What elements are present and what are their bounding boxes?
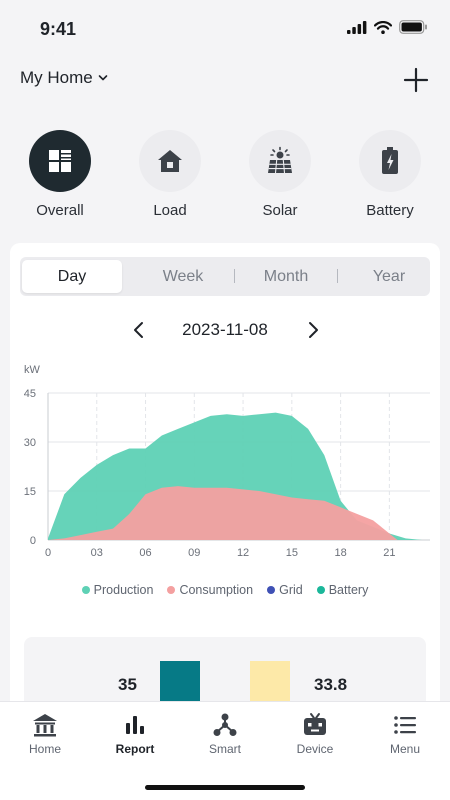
tab-home[interactable]: Home: [5, 712, 85, 756]
wifi-icon: [374, 20, 392, 34]
x-tick-label: 18: [334, 547, 346, 559]
category-label: Battery: [366, 202, 414, 219]
tab-label: Report: [115, 742, 155, 756]
tab-day[interactable]: Day: [22, 260, 122, 293]
x-tick-label: 15: [286, 547, 298, 559]
summary-right-value: 33.8: [314, 675, 348, 694]
category-overall[interactable]: Overall: [10, 130, 110, 219]
house-icon: [158, 150, 182, 172]
x-tick-label: 0: [45, 547, 51, 559]
date-label: 2023-11-08: [182, 320, 268, 339]
x-tick-label: 21: [383, 547, 395, 559]
category-label: Load: [153, 202, 187, 219]
category-label: Solar: [262, 202, 298, 219]
divider: [234, 269, 235, 283]
y-tick-label: 15: [24, 486, 36, 498]
legend-dot: [316, 586, 325, 594]
period-selector: Day Week Month Year: [20, 257, 430, 296]
home-icon: [33, 714, 57, 737]
legend-item-consumption[interactable]: Consumption: [167, 583, 253, 597]
add-button[interactable]: [402, 66, 430, 94]
legend-dot: [81, 586, 90, 594]
report-card: Day Week Month Year 2023-11-08 kW 0 15 30 45…: [10, 243, 440, 717]
tab-month[interactable]: Month: [263, 268, 309, 285]
date-navigator: 2023-11-08: [10, 317, 440, 343]
summary-left-value: 35: [118, 675, 137, 694]
tab-label: Device: [296, 742, 334, 756]
x-tick-label: 12: [237, 547, 249, 559]
category-solar[interactable]: Solar: [230, 130, 330, 219]
tab-label: Smart: [208, 742, 241, 756]
tab-report[interactable]: Report: [95, 712, 175, 756]
tab-device[interactable]: Device: [275, 712, 355, 756]
energy-chart: kW 0 15 30 45 0 03 06 09 12 15 18 21: [24, 364, 430, 559]
y-tick-label: 45: [24, 388, 36, 400]
solar-panel-icon: [268, 146, 292, 174]
series-area-consumption: [48, 486, 398, 540]
divider: [337, 269, 338, 283]
chevron-right-icon[interactable]: [300, 317, 326, 343]
status-icons: [347, 20, 428, 34]
category-label: Overall: [36, 202, 84, 219]
status-time: 9:41: [40, 19, 77, 39]
y-tick-label: 30: [24, 437, 36, 449]
legend-dot: [167, 586, 176, 594]
device-icon: [304, 713, 326, 735]
category-load[interactable]: Load: [120, 130, 220, 219]
chevron-down-icon: [98, 75, 108, 81]
status-bar: 9:41: [0, 0, 450, 58]
battery-status-icon: [399, 20, 427, 34]
chevron-left-icon[interactable]: [126, 317, 152, 343]
signal-icon: [347, 20, 367, 34]
y-tick-label: 0: [30, 535, 36, 547]
tab-label: Menu: [389, 742, 421, 756]
legend-label: Production: [93, 583, 154, 597]
legend-item-battery[interactable]: Battery: [316, 583, 369, 597]
legend-dot: [267, 586, 276, 594]
legend-label: Grid: [279, 583, 303, 597]
tab-label: Home: [28, 742, 61, 756]
category-row: Overall Load Solar: [0, 130, 450, 226]
grid-icon: [49, 150, 71, 172]
x-tick-label: 09: [188, 547, 200, 559]
menu-icon: [394, 716, 416, 734]
header: My Home: [0, 62, 450, 98]
home-indicator: [145, 785, 305, 790]
tab-menu[interactable]: Menu: [365, 712, 445, 756]
x-tick-label: 03: [91, 547, 103, 559]
legend-item-production[interactable]: Production: [81, 583, 154, 597]
tab-week[interactable]: Week: [162, 268, 204, 285]
legend-label: Consumption: [179, 583, 254, 597]
category-battery[interactable]: Battery: [340, 130, 440, 219]
nodes-icon: [213, 713, 237, 736]
legend-label: Battery: [328, 583, 369, 597]
y-axis-unit: kW: [24, 364, 41, 376]
bar-chart-icon: [126, 716, 144, 734]
tab-smart[interactable]: Smart: [185, 712, 265, 756]
chart-legend: Production Consumption Grid Battery: [10, 583, 440, 597]
battery-icon: [382, 147, 398, 174]
x-tick-label: 06: [139, 547, 151, 559]
bottom-tab-bar: Home Report Smart Device: [0, 701, 450, 800]
legend-item-grid[interactable]: Grid: [267, 583, 303, 597]
home-name: My Home: [20, 68, 93, 87]
tab-year[interactable]: Year: [372, 268, 406, 285]
home-selector[interactable]: My Home: [20, 68, 108, 88]
